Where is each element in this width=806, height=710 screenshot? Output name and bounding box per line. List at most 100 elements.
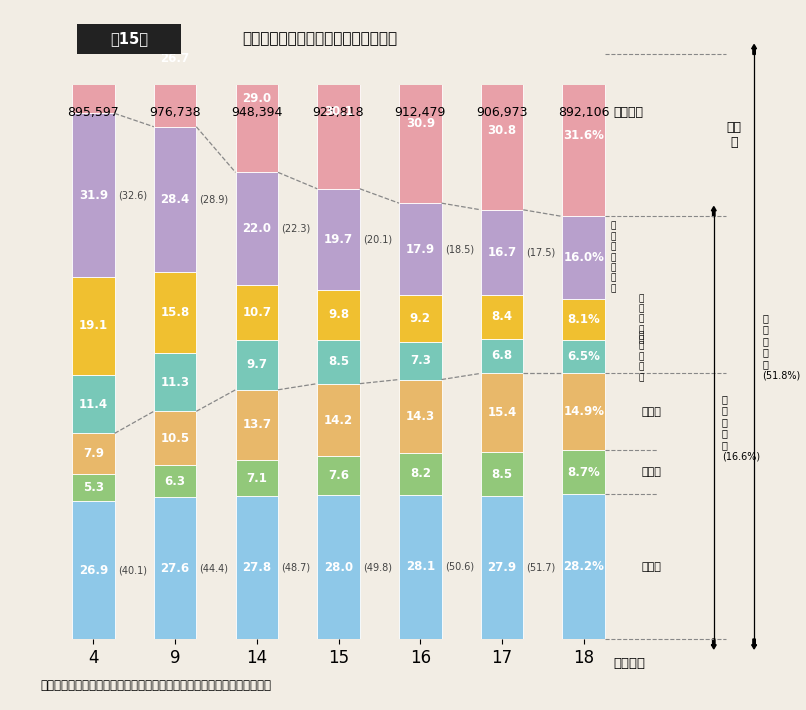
Text: （年度）: （年度） <box>613 657 645 670</box>
Text: 31.9: 31.9 <box>79 189 108 202</box>
Text: 892,106: 892,106 <box>558 106 609 119</box>
Text: 22.0: 22.0 <box>243 222 272 235</box>
Bar <box>72 474 114 501</box>
Text: 27.8: 27.8 <box>243 561 272 574</box>
Text: 912,479: 912,479 <box>395 106 446 119</box>
Bar <box>72 277 114 375</box>
Bar <box>235 173 278 285</box>
Text: 11.4: 11.4 <box>79 398 108 410</box>
Bar <box>318 189 359 290</box>
Text: (51.7): (51.7) <box>526 562 556 572</box>
Bar <box>235 390 278 460</box>
Bar <box>72 114 114 277</box>
Bar <box>399 295 442 342</box>
Text: 普
通
建
設
事
業
費: 普 通 建 設 事 業 費 <box>610 222 616 293</box>
Text: 扶助費: 扶助費 <box>642 467 661 477</box>
Text: 7.1: 7.1 <box>247 471 268 485</box>
FancyBboxPatch shape <box>70 23 188 55</box>
Text: 19.1: 19.1 <box>79 320 108 332</box>
Text: 8.5: 8.5 <box>492 468 513 481</box>
Bar <box>399 203 442 295</box>
Text: 公債費: 公債費 <box>642 407 661 417</box>
Text: (50.6): (50.6) <box>445 562 474 572</box>
Text: 7.3: 7.3 <box>409 354 430 367</box>
Text: 6.5%: 6.5% <box>567 350 600 364</box>
Bar <box>318 457 359 496</box>
Bar <box>399 495 442 639</box>
Text: 30.8: 30.8 <box>488 124 517 137</box>
Text: 28.4: 28.4 <box>160 193 189 206</box>
Text: 8.1%: 8.1% <box>567 313 600 326</box>
Text: 26.7: 26.7 <box>160 52 189 65</box>
Text: 7.6: 7.6 <box>328 469 349 482</box>
Text: 30.1: 30.1 <box>324 105 353 118</box>
Text: （億円）: （億円） <box>613 106 643 119</box>
Text: 義
務
的
経
費
(51.8%): 義 務 的 経 費 (51.8%) <box>762 312 800 381</box>
Bar <box>154 126 197 273</box>
Text: 976,738: 976,738 <box>149 106 201 119</box>
Text: (44.4): (44.4) <box>200 563 229 573</box>
Text: 性質別歳出純計決算額の構成比の推移: 性質別歳出純計決算額の構成比の推移 <box>242 31 397 47</box>
Bar <box>563 373 605 450</box>
Text: 31.6%: 31.6% <box>563 129 604 142</box>
Text: 10.7: 10.7 <box>243 306 272 319</box>
Text: (49.8): (49.8) <box>363 562 392 572</box>
Bar <box>563 450 605 494</box>
Text: 14.2: 14.2 <box>324 413 353 427</box>
Text: 6.3: 6.3 <box>164 475 185 488</box>
Bar <box>480 52 523 210</box>
Bar <box>399 380 442 453</box>
Text: 15.4: 15.4 <box>488 406 517 420</box>
Text: 8.5: 8.5 <box>328 355 349 368</box>
Text: 人件費: 人件費 <box>642 562 661 572</box>
Bar <box>318 290 359 340</box>
Text: 28.2%: 28.2% <box>563 560 604 573</box>
Text: 14.9%: 14.9% <box>563 405 604 418</box>
Bar <box>72 0 114 114</box>
Text: 16.0%: 16.0% <box>563 251 604 264</box>
Text: 補
助
事
業
費: 補 助 事 業 費 <box>638 332 644 382</box>
Text: 27.9: 27.9 <box>488 561 517 574</box>
Text: その
他: その 他 <box>726 121 742 149</box>
Text: 19.7: 19.7 <box>324 233 353 246</box>
Text: 27.6: 27.6 <box>160 562 189 574</box>
Text: 8.2: 8.2 <box>409 467 430 481</box>
Bar <box>235 285 278 340</box>
Text: 9.7: 9.7 <box>247 359 268 371</box>
Bar <box>318 340 359 383</box>
Bar <box>154 498 197 639</box>
Bar <box>480 373 523 452</box>
Text: (22.3): (22.3) <box>281 224 310 234</box>
Bar <box>480 496 523 639</box>
Bar <box>235 23 278 173</box>
Bar <box>318 34 359 189</box>
Bar <box>399 342 442 380</box>
Text: 29.0: 29.0 <box>243 92 272 104</box>
Text: 10.5: 10.5 <box>160 432 189 444</box>
Bar <box>563 340 605 373</box>
Bar <box>235 460 278 496</box>
Text: 5.3: 5.3 <box>83 481 104 494</box>
Text: 948,394: 948,394 <box>231 106 282 119</box>
Text: 27.3: 27.3 <box>79 37 108 50</box>
Text: 17.9: 17.9 <box>405 243 434 256</box>
Text: 13.7: 13.7 <box>243 418 272 432</box>
Bar <box>563 217 605 298</box>
Text: 925,818: 925,818 <box>313 106 364 119</box>
Text: 16.7: 16.7 <box>488 246 517 259</box>
Text: 第15図: 第15図 <box>110 31 148 47</box>
Bar <box>480 295 523 339</box>
Text: 7.9: 7.9 <box>83 447 104 460</box>
Bar <box>399 45 442 203</box>
Text: 906,973: 906,973 <box>476 106 528 119</box>
Bar <box>235 496 278 639</box>
Text: (48.7): (48.7) <box>281 563 310 573</box>
Text: 30.9: 30.9 <box>405 117 434 131</box>
Text: 6.8: 6.8 <box>492 349 513 362</box>
Text: 28.1: 28.1 <box>405 560 434 574</box>
Bar <box>563 494 605 639</box>
Text: (28.9): (28.9) <box>200 195 229 204</box>
Text: 単
独
事
業
費: 単 独 事 業 費 <box>638 294 644 344</box>
Bar <box>563 298 605 340</box>
Text: 895,597: 895,597 <box>68 106 119 119</box>
